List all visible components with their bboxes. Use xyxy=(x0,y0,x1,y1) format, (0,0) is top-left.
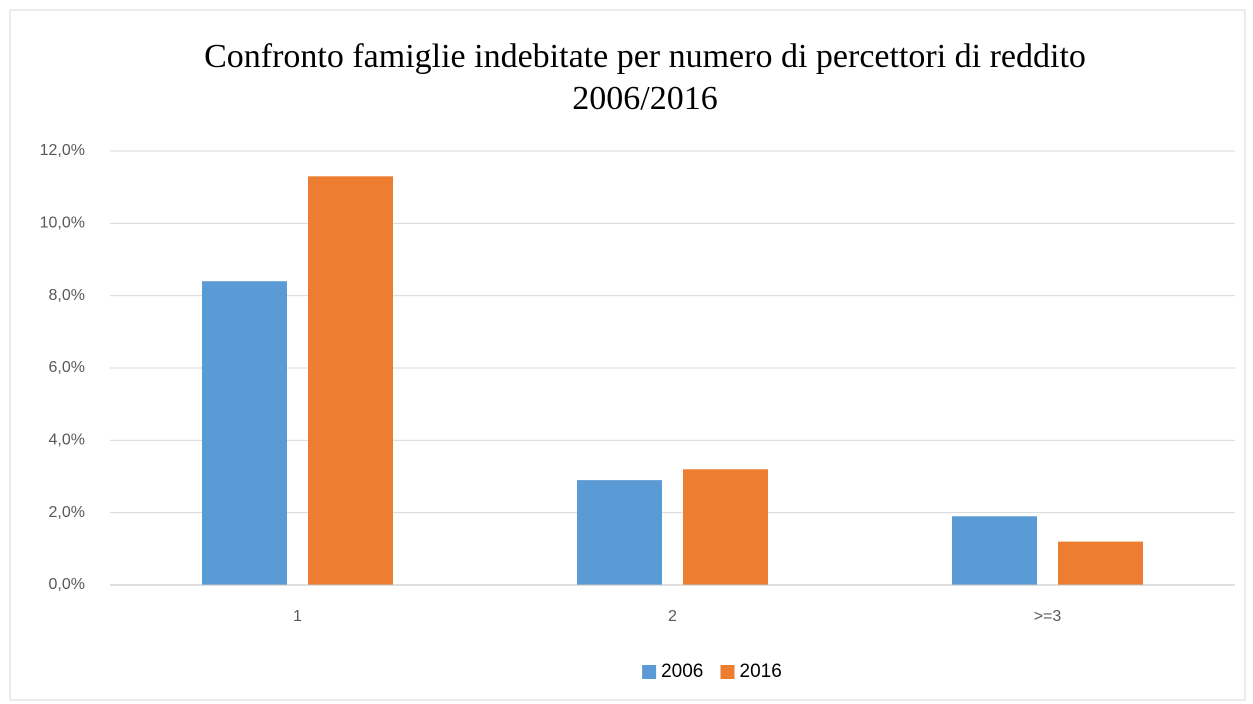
y-tick-label: 0,0% xyxy=(49,576,85,593)
y-tick-label: 10,0% xyxy=(40,215,85,232)
y-tick-label: 6,0% xyxy=(49,359,85,376)
bar xyxy=(202,281,287,585)
legend: 2006 2016 xyxy=(642,661,782,682)
bar xyxy=(577,480,662,585)
legend-label: 2006 xyxy=(661,661,703,682)
bar xyxy=(1058,541,1143,585)
legend-swatch xyxy=(720,665,735,679)
legend-swatch xyxy=(642,665,657,679)
chart-title: Confronto famiglie indebitate per numero… xyxy=(204,38,1086,117)
y-tick-label: 12,0% xyxy=(40,142,85,159)
x-tick-label: 2 xyxy=(668,608,677,625)
x-tick-label: >=3 xyxy=(1034,608,1062,625)
y-tick-label: 4,0% xyxy=(49,432,85,449)
y-tick-label: 8,0% xyxy=(49,287,85,304)
bar xyxy=(308,176,393,586)
x-tick-label: 1 xyxy=(293,608,302,625)
y-tick-label: 2,0% xyxy=(49,504,85,521)
bar xyxy=(683,469,768,585)
legend-label: 2016 xyxy=(740,661,782,682)
bar xyxy=(952,516,1037,585)
